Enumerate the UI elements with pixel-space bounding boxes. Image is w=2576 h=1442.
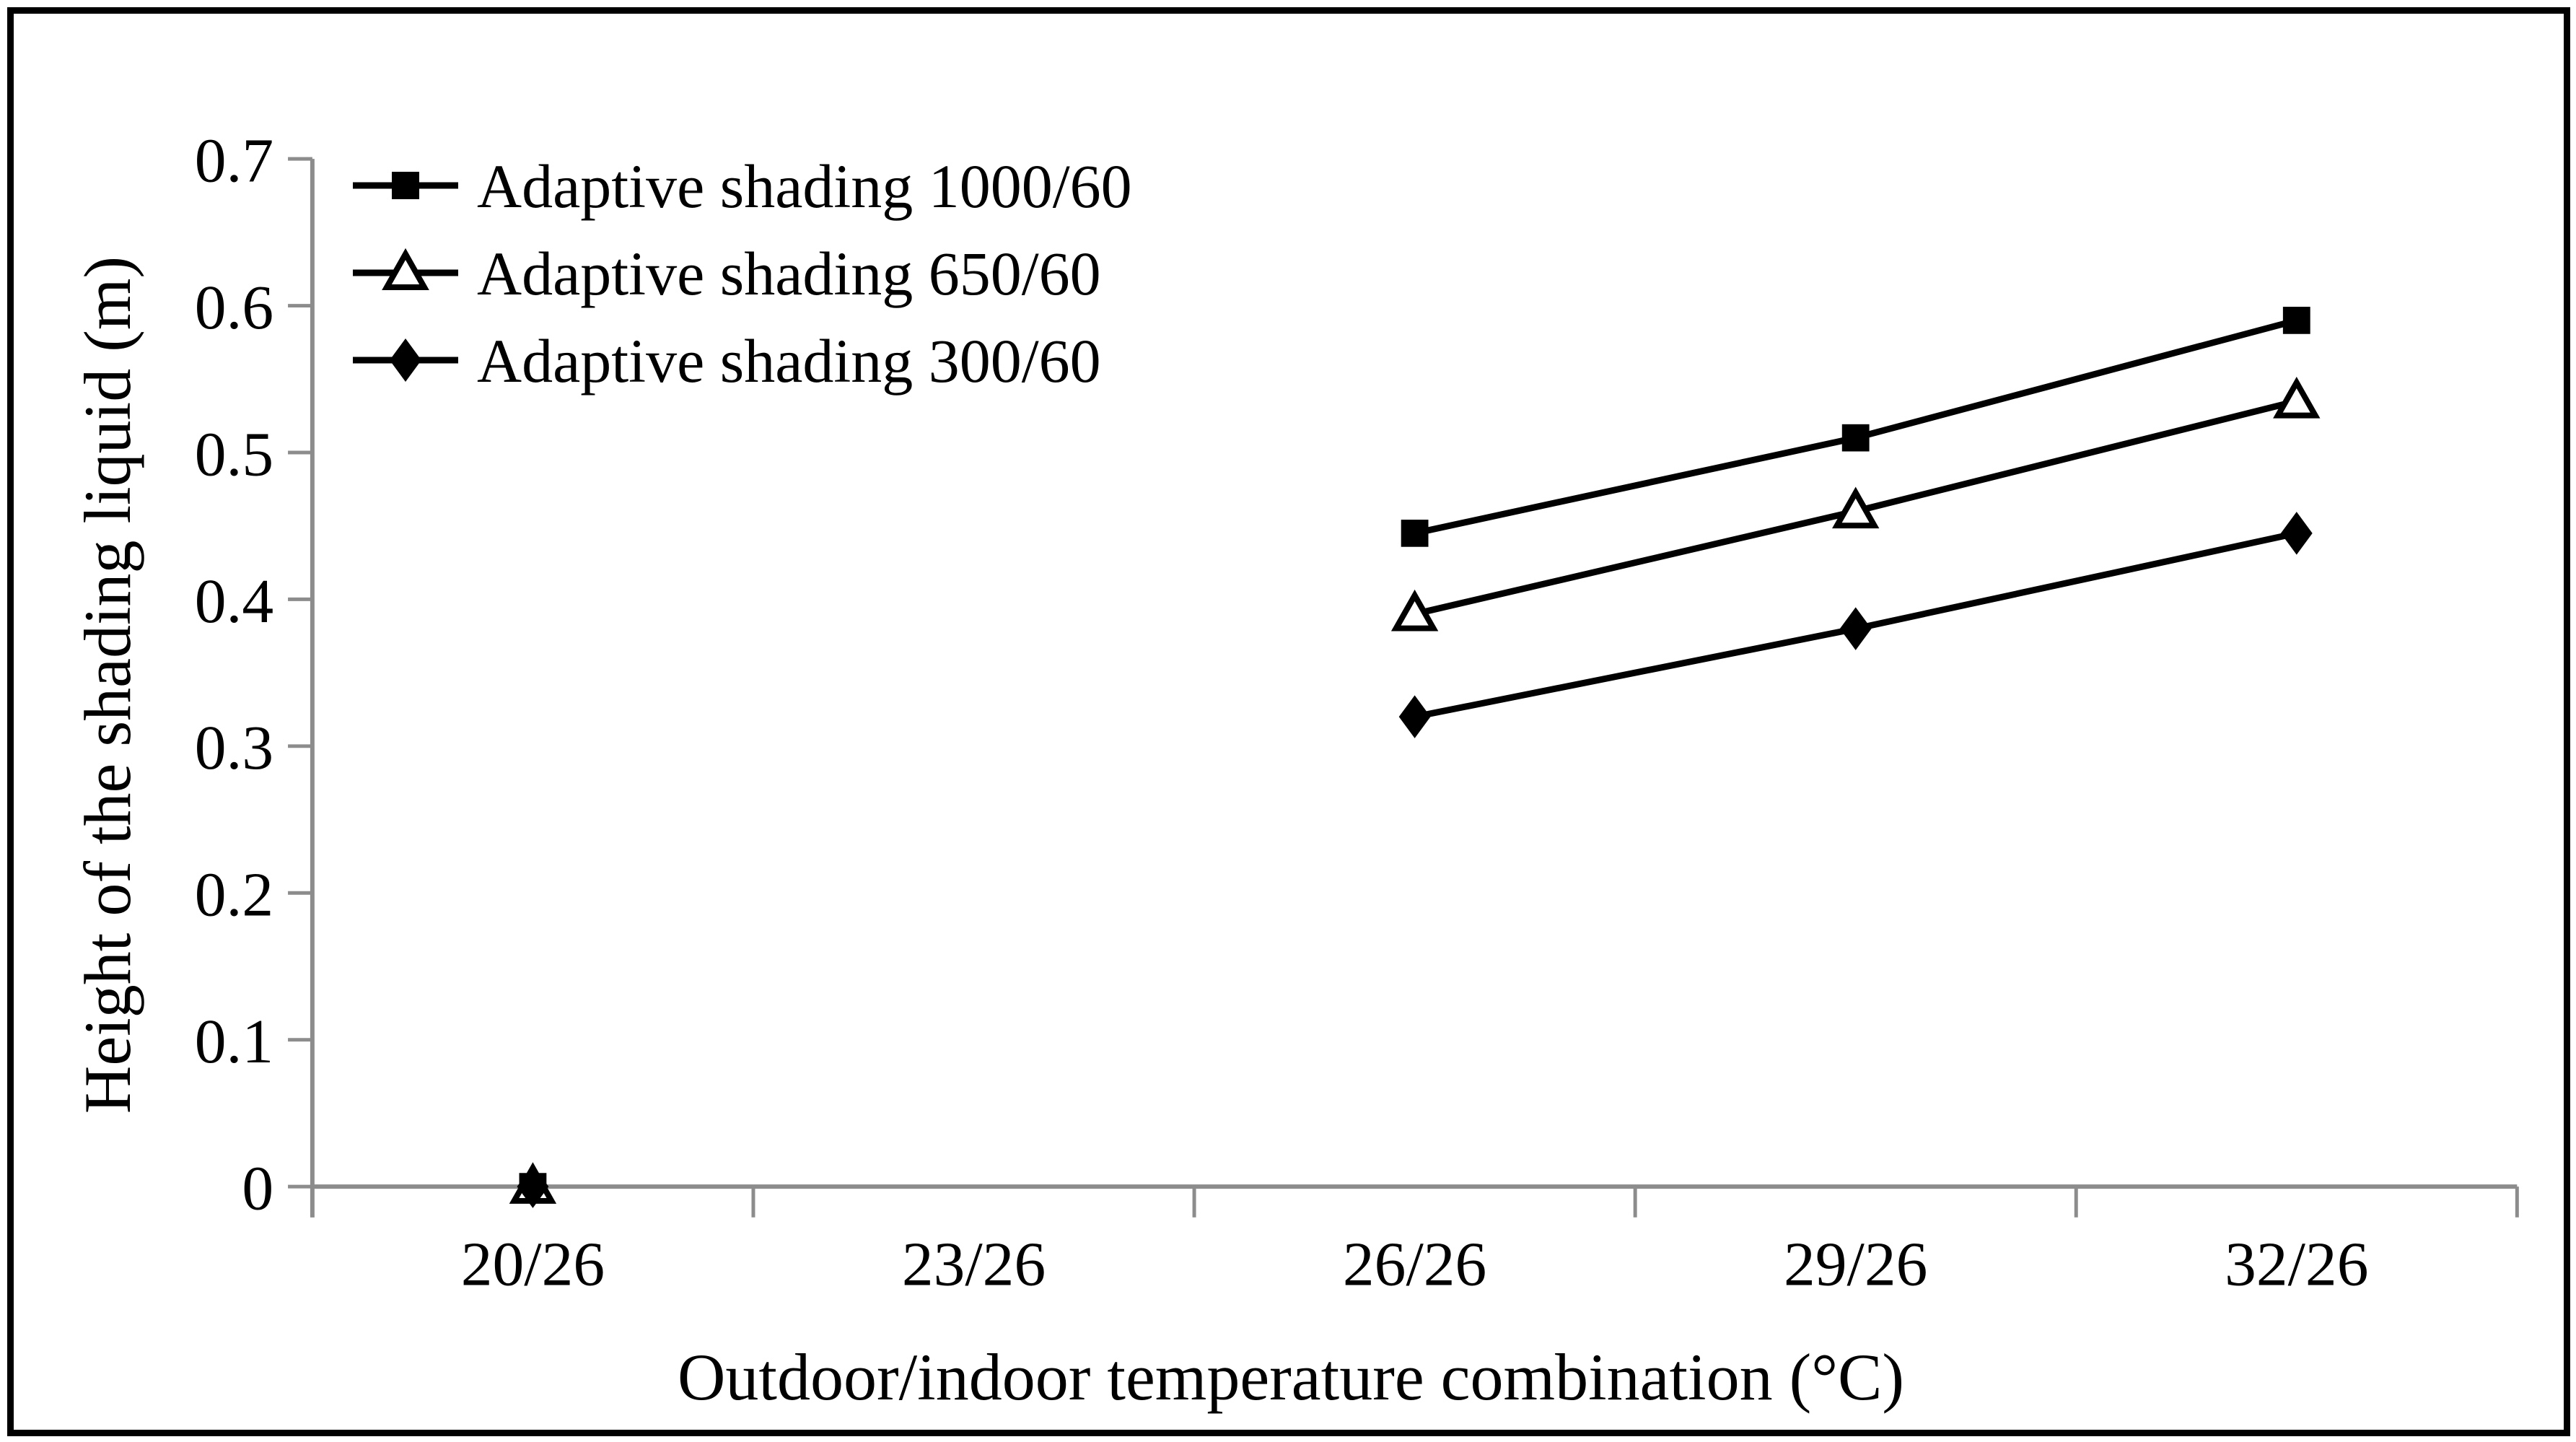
y-tick-label: 0.6 — [195, 272, 273, 342]
filled-square-marker — [2282, 307, 2310, 334]
filled-diamond-marker — [1839, 607, 1872, 650]
plot-area: 0 0.1 0.2 0.3 0.4 0.5 0.6 0.7 20/26 23/26 26/26 29/… — [195, 126, 2519, 1299]
y-tick-label: 0.4 — [195, 566, 273, 636]
x-axis-title: Outdoor/indoor temperature combination (… — [677, 1340, 1905, 1414]
legend: Adaptive shading 1000/60 Adaptive shadin… — [351, 142, 1132, 404]
legend-label: Adaptive shading 300/60 — [477, 325, 1101, 396]
legend-item-adaptive-shading-650-60: Adaptive shading 650/60 — [351, 230, 1132, 317]
legend-swatch-filled-diamond-icon — [353, 338, 458, 382]
open-triangle-marker — [1390, 589, 1439, 632]
x-tick-label: 23/26 — [902, 1229, 1046, 1299]
legend-item-adaptive-shading-1000-60: Adaptive shading 1000/60 — [351, 142, 1132, 230]
open-triangle-marker — [2273, 376, 2321, 419]
y-tick-label: 0.3 — [195, 712, 273, 782]
x-tick-label: 29/26 — [1784, 1229, 1927, 1299]
filled-square-marker — [1401, 520, 1429, 547]
y-tick-label: 0.1 — [195, 1006, 273, 1076]
series-adaptive-shading-650-60 — [509, 376, 2321, 1204]
y-tick-label: 0.5 — [195, 419, 273, 489]
y-tick-label: 0.7 — [195, 126, 273, 196]
legend-label: Adaptive shading 1000/60 — [477, 151, 1132, 221]
filled-diamond-marker — [1398, 695, 1431, 738]
y-tick-label: 0 — [242, 1153, 273, 1223]
filled-square-marker — [392, 172, 419, 199]
chart-figure: 0 0.1 0.2 0.3 0.4 0.5 0.6 0.7 20/26 23/26 26/26 29/… — [7, 7, 2570, 1436]
filled-diamond-marker — [517, 1165, 549, 1208]
filled-diamond-marker — [390, 338, 421, 382]
series-adaptive-shading-300-60 — [517, 512, 2313, 1208]
open-triangle-marker — [1832, 486, 1880, 529]
x-tick-label: 32/26 — [2225, 1229, 2368, 1299]
legend-swatch-filled-square-icon — [353, 172, 458, 199]
x-tick-label: 26/26 — [1343, 1229, 1486, 1299]
y-axis-title: Height of the shading liquid (m) — [71, 255, 144, 1114]
x-tick-label: 20/26 — [461, 1229, 605, 1299]
legend-item-adaptive-shading-300-60: Adaptive shading 300/60 — [351, 317, 1132, 404]
filled-square-marker — [1841, 424, 1870, 452]
legend-swatch-open-triangle-icon — [353, 248, 458, 290]
legend-label: Adaptive shading 650/60 — [477, 238, 1101, 308]
series-adaptive-shading-1000-60 — [519, 307, 2310, 1200]
open-triangle-marker — [382, 248, 429, 290]
filled-diamond-marker — [2280, 512, 2313, 555]
y-tick-label: 0.2 — [195, 860, 273, 930]
